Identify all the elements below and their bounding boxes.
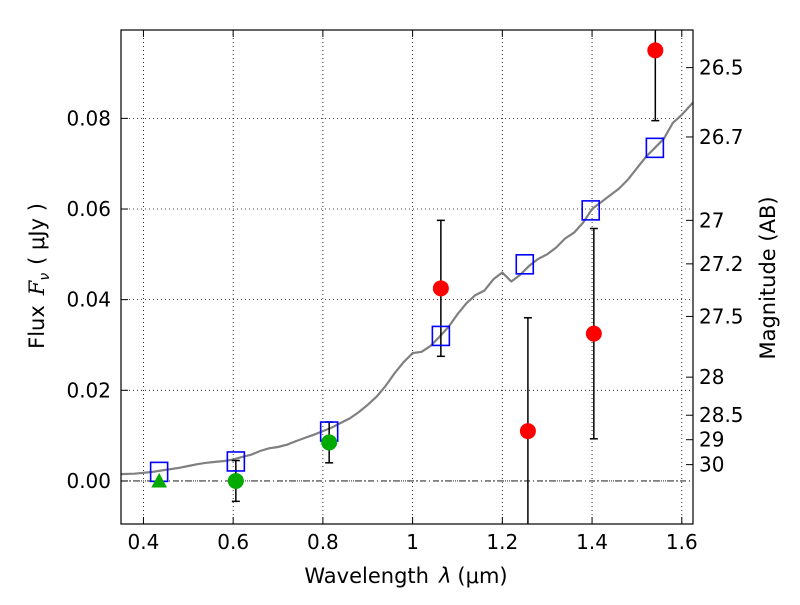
magnitude-tick-label: 30: [699, 453, 724, 477]
magnitude-tick-label: 27: [699, 208, 724, 232]
observed-points-layer: [151, 42, 664, 489]
plot-frame: [120, 29, 694, 525]
magnitude-tick-label: 26.5: [699, 56, 744, 80]
x-tick-label: 0.4: [128, 530, 160, 554]
y-axis-title-main: Flux: [25, 305, 49, 349]
y-tick-label: 0.00: [66, 469, 111, 493]
model-spectrum-layer: [120, 101, 694, 476]
observed-flux-point: [647, 42, 664, 59]
y-tick-label: 0.02: [66, 378, 111, 402]
y-tick-label: 0.04: [66, 288, 111, 312]
magnitude-tick-label: 28.5: [699, 403, 744, 427]
x-tick-label: 0.6: [217, 530, 249, 554]
observed-flux-point: [585, 325, 602, 342]
observed-flux-point: [519, 423, 536, 440]
errorbar-layer: [231, 30, 660, 524]
x-tick-label: 0.8: [307, 530, 339, 554]
model-photometry-square: [581, 200, 601, 221]
grid-layer: [121, 30, 693, 524]
observed-flux-point: [227, 472, 244, 489]
observed-flux-point: [432, 280, 449, 297]
x-axis-ticks: 0.4 0.6 0.8 1 1.2 1.4 1.6: [128, 30, 698, 554]
model-photometry-square: [515, 254, 535, 275]
x-tick-label: 1.6: [666, 530, 698, 554]
x-tick-label: 1: [406, 530, 419, 554]
magnitude-tick-label: 28: [699, 365, 724, 389]
y-axis-title-symbol: F: [25, 279, 49, 296]
x-tick-label: 1.2: [486, 530, 518, 554]
model-photometry-square: [431, 325, 451, 347]
model-photometry-square: [226, 451, 246, 472]
y-axis-title-unit: ( μJy ): [25, 203, 49, 265]
y-tick-label: 0.06: [66, 197, 111, 221]
y-axis-ticks: 0.00 0.02 0.04 0.06 0.08: [66, 106, 128, 493]
magnitude-axis-title: Magnitude (AB): [756, 196, 780, 359]
magnitude-tick-label: 29: [699, 428, 724, 452]
model-photometry-square: [645, 137, 665, 159]
x-tick-label: 1.4: [576, 530, 608, 554]
y-tick-label: 0.08: [66, 106, 111, 130]
observed-upper-limit-marker: [151, 472, 167, 488]
x-axis-title-main: Wavelength: [304, 564, 429, 588]
magnitude-tick-label: 27.5: [699, 304, 744, 328]
magnitude-tick-label: 27.2: [699, 252, 744, 276]
x-axis-title-unit: (μm): [457, 564, 507, 588]
y-axis-title: Flux Fν ( μJy ): [25, 203, 53, 349]
y-axis-title-subscript: ν: [37, 273, 53, 281]
magnitude-tick-label: 26.7: [699, 125, 744, 149]
model-spectrum-line: [120, 101, 694, 476]
x-axis-title: Wavelength λ (μm): [304, 564, 507, 588]
x-axis-title-symbol: λ: [438, 564, 451, 588]
model-photometry-layer: [149, 137, 665, 483]
observed-flux-point: [321, 434, 338, 451]
